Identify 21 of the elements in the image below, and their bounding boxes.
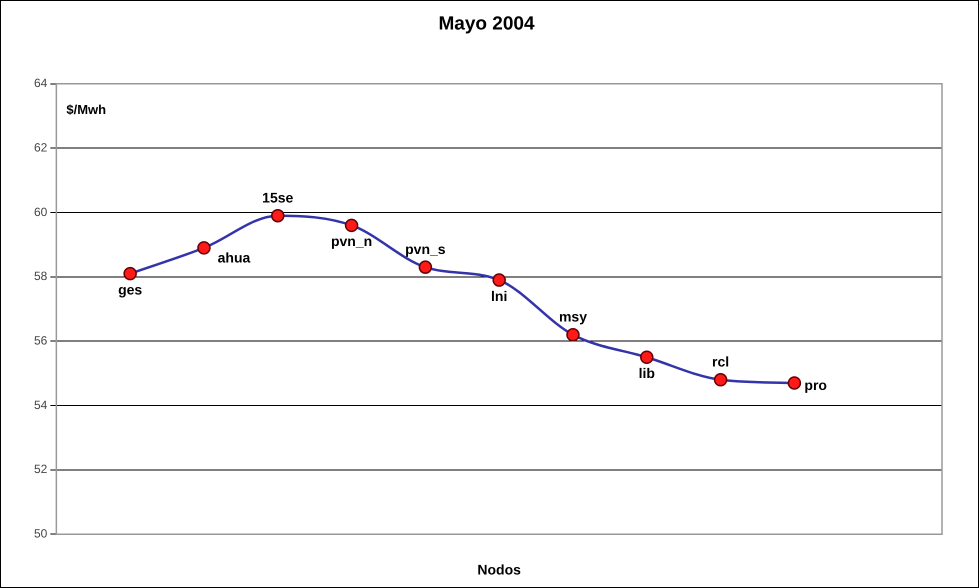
- x-tick-label: pvn_s: [405, 241, 446, 258]
- x-axis-title: Nodos: [477, 561, 522, 578]
- x-tick-label: pro: [804, 376, 827, 393]
- y-tick-label: 64: [34, 76, 48, 90]
- x-tick-label: msy: [558, 308, 588, 325]
- x-tick-label: ahua: [218, 250, 250, 266]
- x-tick-label: pvn_n: [330, 233, 372, 250]
- y-tick-label: 58: [34, 269, 48, 284]
- y-axis-title: $/Mwh: [66, 102, 106, 117]
- x-tick-label: 15se: [262, 190, 294, 206]
- x-tick-label: rcl: [712, 354, 730, 370]
- x-tick-label: lib: [638, 365, 655, 382]
- y-tick-label: 54: [34, 398, 48, 412]
- y-tick-label: 50: [34, 526, 48, 541]
- y-tick-label: 52: [34, 462, 48, 476]
- x-tick-label: ges: [118, 281, 142, 298]
- chart-title: Mayo 2004: [438, 14, 535, 35]
- y-tick-label: 62: [34, 140, 48, 154]
- y-tick-label: 56: [34, 333, 48, 348]
- y-tick-label: 60: [34, 204, 48, 219]
- x-tick-label: lni: [491, 288, 508, 304]
